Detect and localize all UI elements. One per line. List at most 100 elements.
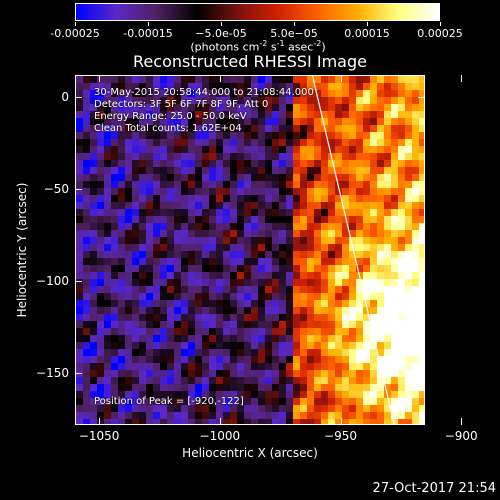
heatmap-cell xyxy=(391,146,398,153)
colorbar-tick xyxy=(221,22,222,26)
heatmap-cell xyxy=(321,419,328,424)
heatmap-cell xyxy=(405,83,412,90)
heatmap-cell xyxy=(132,356,139,363)
heatmap-cell xyxy=(76,405,83,412)
heatmap-cell xyxy=(195,216,202,223)
heatmap-cell xyxy=(104,384,111,391)
heatmap-cell xyxy=(139,90,146,97)
heatmap-cell xyxy=(237,195,244,202)
heatmap-cell xyxy=(307,216,314,223)
heatmap-cell xyxy=(300,363,307,370)
heatmap-cell xyxy=(405,139,412,146)
heatmap-cell xyxy=(174,363,181,370)
heatmap-cell xyxy=(97,412,104,419)
heatmap-cell xyxy=(405,174,412,181)
heatmap-cell xyxy=(195,342,202,349)
heatmap-cell xyxy=(398,188,405,195)
heatmap-cell xyxy=(286,223,293,230)
heatmap-cell xyxy=(307,202,314,209)
heatmap-cell xyxy=(300,76,307,83)
heatmap-cell xyxy=(398,279,405,286)
heatmap-cell xyxy=(195,132,202,139)
heatmap-cell xyxy=(76,230,83,237)
heatmap-cell xyxy=(237,174,244,181)
heatmap-cell xyxy=(160,377,167,384)
heatmap-cell xyxy=(412,174,419,181)
heatmap-cell xyxy=(216,230,223,237)
heatmap-cell xyxy=(405,195,412,202)
heatmap-cell xyxy=(132,244,139,251)
heatmap-cell xyxy=(293,216,300,223)
heatmap-cell xyxy=(132,300,139,307)
heatmap-cell xyxy=(370,188,377,195)
heatmap-cell xyxy=(349,153,356,160)
heatmap-cell xyxy=(370,125,377,132)
heatmap-cell xyxy=(279,174,286,181)
heatmap-cell xyxy=(412,328,419,335)
heatmap-cell xyxy=(146,90,153,97)
heatmap-cell xyxy=(146,167,153,174)
heatmap-cell xyxy=(335,230,342,237)
heatmap-cell xyxy=(363,125,370,132)
heatmap-cell xyxy=(216,111,223,118)
heatmap-cell xyxy=(237,412,244,419)
heatmap-cell xyxy=(342,160,349,167)
heatmap-cell xyxy=(188,195,195,202)
heatmap-cell xyxy=(104,398,111,405)
heatmap-cell xyxy=(370,230,377,237)
heatmap-cell xyxy=(90,132,97,139)
heatmap-cell xyxy=(370,349,377,356)
heatmap-cell xyxy=(167,321,174,328)
heatmap-cell xyxy=(244,139,251,146)
heatmap-cell xyxy=(195,90,202,97)
heatmap-cell xyxy=(167,412,174,419)
heatmap-cell xyxy=(118,118,125,125)
heatmap-cell xyxy=(377,83,384,90)
heatmap-cell xyxy=(251,419,258,424)
heatmap-cell xyxy=(216,104,223,111)
heatmap-cell xyxy=(370,384,377,391)
heatmap-cell xyxy=(153,251,160,258)
heatmap-cell xyxy=(258,83,265,90)
heatmap-cell xyxy=(405,146,412,153)
heatmap-cell xyxy=(265,265,272,272)
heatmap-cell xyxy=(76,349,83,356)
heatmap-cell xyxy=(146,384,153,391)
heatmap-cell xyxy=(286,412,293,419)
heatmap-cell xyxy=(146,398,153,405)
heatmap-cell xyxy=(181,104,188,111)
heatmap-cell xyxy=(174,251,181,258)
heatmap-cell xyxy=(125,314,132,321)
heatmap-cell xyxy=(384,174,391,181)
heatmap-cell xyxy=(265,146,272,153)
heatmap-cell xyxy=(279,237,286,244)
heatmap-cell xyxy=(83,286,90,293)
heatmap-cell xyxy=(314,356,321,363)
heatmap-cell xyxy=(279,139,286,146)
heatmap-cell xyxy=(307,244,314,251)
heatmap-cell xyxy=(160,419,167,424)
heatmap-cell xyxy=(272,314,279,321)
heatmap-cell xyxy=(251,83,258,90)
heatmap-cell xyxy=(167,272,174,279)
heatmap-cell xyxy=(237,223,244,230)
heatmap-cell xyxy=(118,342,125,349)
heatmap-cell xyxy=(272,97,279,104)
heatmap-cell xyxy=(146,300,153,307)
heatmap-cell xyxy=(181,286,188,293)
heatmap-cell xyxy=(342,370,349,377)
heatmap-cell xyxy=(321,83,328,90)
heatmap-cell xyxy=(328,293,335,300)
heatmap-cell xyxy=(83,293,90,300)
heatmap-cell xyxy=(132,90,139,97)
heatmap-cell xyxy=(272,209,279,216)
heatmap-cell xyxy=(307,104,314,111)
heatmap-cell xyxy=(293,174,300,181)
heatmap-cell xyxy=(265,188,272,195)
heatmap-cell xyxy=(251,258,258,265)
heatmap-cell xyxy=(335,174,342,181)
heatmap-cell xyxy=(104,405,111,412)
heatmap-cell xyxy=(370,419,377,424)
heatmap-cell xyxy=(342,328,349,335)
heatmap-cell xyxy=(258,356,265,363)
